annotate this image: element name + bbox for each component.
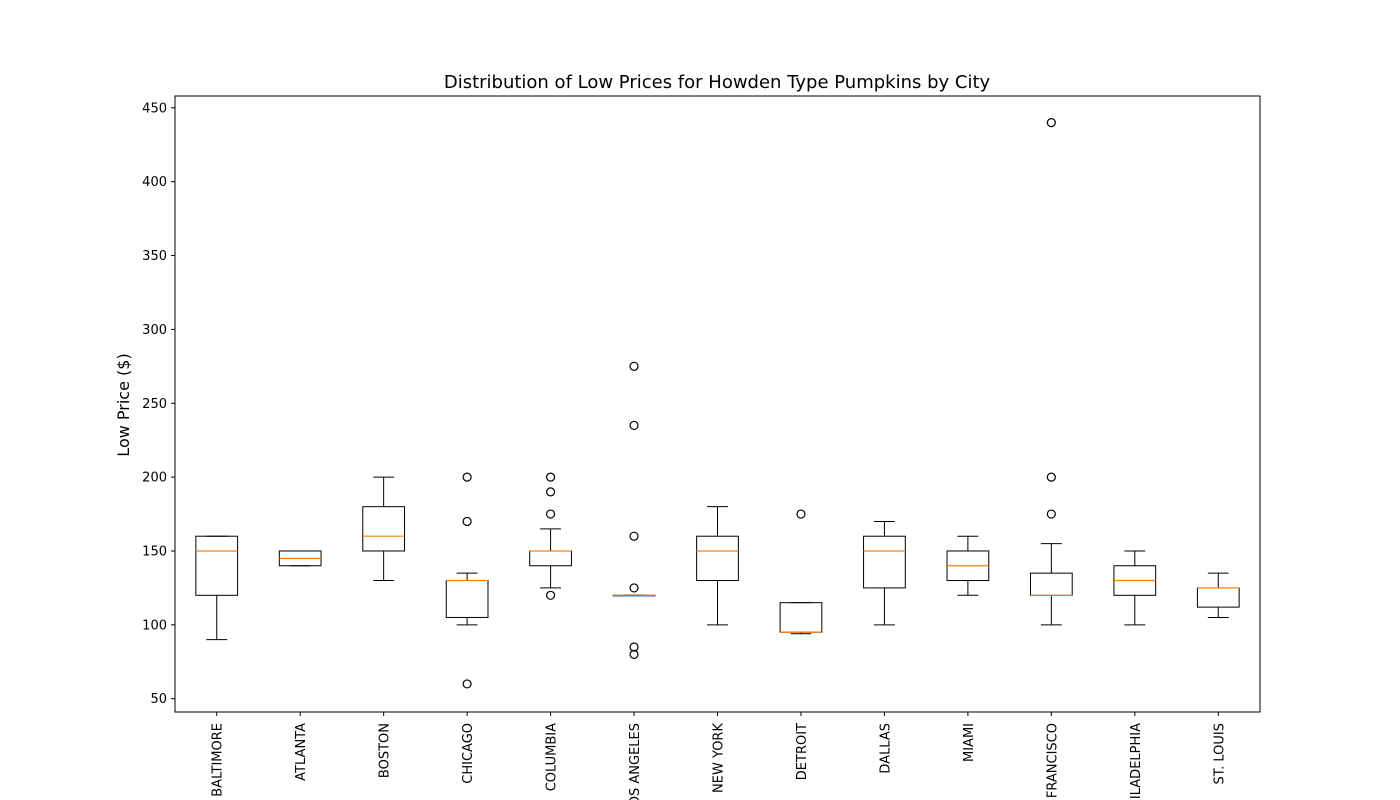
outlier-los-angeles: [629, 649, 639, 659]
outlier-los-angeles: [629, 420, 639, 431]
outlier-los-angeles: [629, 531, 639, 541]
x-tick-label-philadelphia: PHILADELPHIA: [1129, 723, 1144, 800]
x-tick-label-miami: MIAMI: [962, 723, 977, 762]
x-tick-label-los-angeles: LOS ANGELES: [628, 723, 643, 800]
y-tick-label: 100: [142, 618, 167, 633]
y-tick-label: 50: [150, 692, 167, 707]
outlier-san-francisco: [1046, 509, 1056, 519]
y-tick-label: 450: [142, 101, 167, 116]
y-tick-label: 300: [142, 323, 167, 338]
y-tick-label: 200: [142, 471, 167, 486]
outlier-los-angeles: [629, 642, 639, 652]
box-detroit: [779, 602, 823, 633]
x-tick-label-columbia: COLUMBIA: [545, 723, 560, 791]
x-tick-label-detroit: DETROIT: [795, 723, 810, 780]
y-tick-label: 350: [142, 249, 167, 264]
y-tick-label: 150: [142, 544, 167, 559]
x-tick-label-st-louis: ST. LOUIS: [1212, 723, 1227, 785]
box-columbia: [529, 550, 572, 567]
box-boston: [362, 506, 406, 552]
axes-frame: [174, 95, 1261, 713]
box-new-york: [696, 535, 739, 582]
x-tick-label-boston: BOSTON: [378, 723, 393, 778]
outlier-columbia: [545, 509, 556, 519]
box-chicago: [445, 580, 489, 618]
outlier-chicago: [462, 516, 472, 527]
outlier-los-angeles: [629, 583, 639, 593]
y-tick-label: 400: [142, 175, 167, 190]
outlier-los-angeles: [629, 361, 639, 371]
box-st-louis: [1196, 587, 1240, 608]
box-dallas: [863, 535, 906, 589]
x-tick-label-dallas: DALLAS: [878, 723, 893, 774]
x-tick-label-baltimore: BALTIMORE: [211, 723, 226, 797]
outlier-chicago: [462, 472, 472, 482]
outlier-chicago: [462, 679, 472, 689]
x-tick-label-san-francisco: SAN FRANCISCO: [1045, 723, 1060, 800]
box-san-francisco: [1029, 572, 1073, 596]
outlier-columbia: [545, 472, 556, 482]
x-tick-label-new-york: NEW YORK: [712, 723, 727, 793]
chart-title: Distribution of Low Prices for Howden Ty…: [444, 72, 991, 93]
x-tick-label-chicago: CHICAGO: [461, 723, 476, 784]
y-tick-label: 250: [142, 397, 167, 412]
outlier-detroit: [796, 509, 806, 519]
outlier-san-francisco: [1046, 117, 1056, 128]
y-axis-label: Low Price ($): [114, 353, 133, 456]
outlier-columbia: [545, 487, 556, 497]
box-baltimore: [195, 535, 239, 596]
outlier-san-francisco: [1046, 472, 1056, 482]
plot-area: 50 100 150 200 250 300 350 400 450 BALTIMORE ATLAN…: [142, 101, 1240, 800]
x-tick-label-atlanta: ATLANTA: [294, 723, 309, 781]
outlier-columbia: [545, 590, 556, 600]
